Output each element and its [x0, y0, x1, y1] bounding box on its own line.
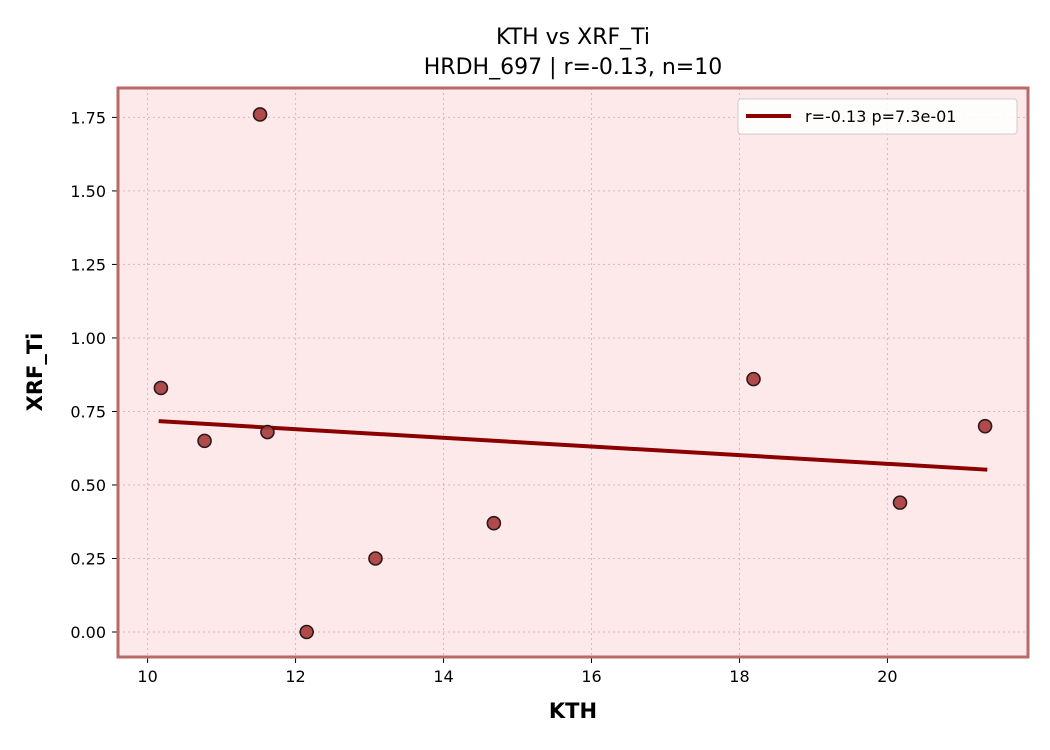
legend-label: r=-0.13 p=7.3e-01	[805, 107, 956, 126]
x-tick-label: 20	[877, 667, 897, 686]
x-axis-ticks: 10 12 14 16 18 20	[137, 657, 898, 686]
x-tick-label: 14	[433, 667, 453, 686]
y-tick-label: 1.75	[70, 108, 106, 127]
data-point	[746, 371, 761, 387]
chart-subtitle: HRDH_697 | r=-0.13, n=10	[424, 55, 722, 80]
chart-title: KTH vs XRF_Ti	[496, 25, 650, 50]
x-tick-label: 12	[285, 667, 305, 686]
y-tick-label: 0.75	[70, 402, 106, 421]
y-tick-label: 1.00	[70, 329, 106, 348]
data-point	[252, 107, 268, 122]
data-point	[486, 515, 502, 531]
y-tick-label: 0.25	[70, 549, 106, 568]
y-tick-label: 1.25	[70, 255, 106, 274]
data-point	[299, 624, 314, 640]
data-point	[368, 551, 383, 566]
x-axis-label: KTH	[549, 699, 597, 723]
data-point	[892, 495, 908, 510]
data-point	[153, 380, 169, 396]
y-axis-ticks: 0.00 0.25 0.50 0.75 1.00 1.25 1.50 1.75	[70, 108, 118, 642]
plot-frame	[116, 86, 1030, 659]
data-point	[260, 424, 275, 440]
data-points	[153, 107, 993, 640]
fit-line	[158, 419, 988, 472]
y-tick-label: 1.50	[70, 182, 106, 201]
plot-area	[118, 88, 1028, 657]
x-tick-label: 16	[581, 667, 601, 686]
legend-box	[737, 98, 1018, 135]
x-tick-label: 18	[729, 667, 749, 686]
grid	[118, 88, 1028, 657]
legend: r=-0.13 p=7.3e-01	[737, 98, 1018, 135]
x-tick-label: 10	[137, 667, 157, 686]
y-tick-label: 0.50	[70, 476, 106, 495]
data-point	[197, 433, 212, 449]
data-point	[977, 418, 993, 434]
y-axis-label: XRF_Ti	[23, 333, 47, 412]
y-tick-label: 0.00	[70, 623, 106, 642]
